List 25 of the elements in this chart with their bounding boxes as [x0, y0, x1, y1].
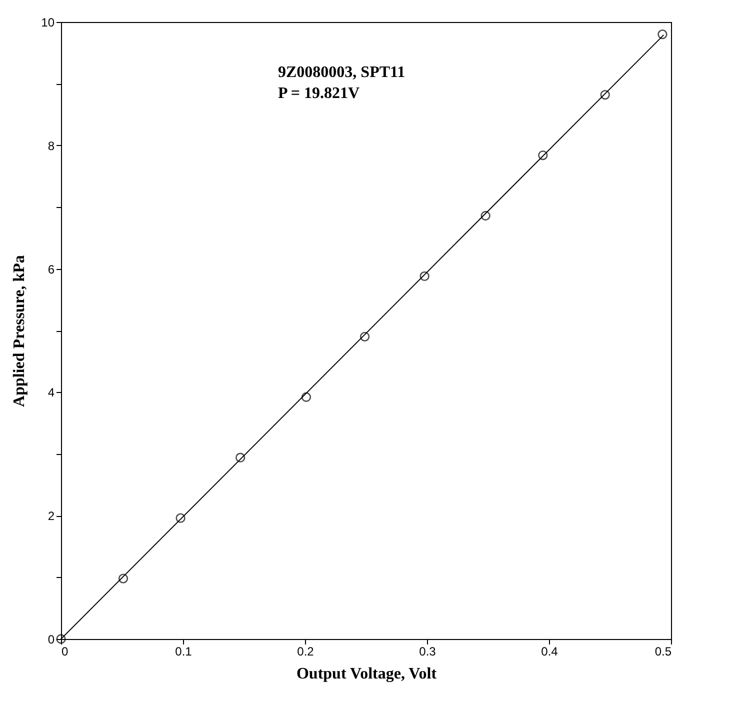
point — [480, 210, 490, 221]
y-tick-label: 0 — [48, 632, 55, 646]
y-axis-title: Applied Pressure, kPa — [11, 255, 28, 407]
point — [176, 513, 186, 523]
point — [360, 332, 370, 342]
point — [600, 90, 610, 100]
annotation: 9Z0080003, SPT11 — [278, 64, 406, 81]
x-axis-title: Output Voltage, Volt — [296, 666, 438, 682]
point — [538, 150, 548, 160]
point — [301, 392, 312, 402]
annotation: P = 19.821V — [278, 85, 360, 102]
x-tick-label: 0.4 — [541, 644, 558, 658]
x-tick-label: 0.5 — [654, 644, 672, 658]
x-tick-label: 0 — [62, 644, 68, 658]
point — [420, 271, 430, 282]
point — [236, 452, 246, 462]
x-tick-label: 0.1 — [175, 644, 192, 658]
y-tick-label: 4 — [48, 386, 55, 400]
y-tick-label: 10 — [41, 16, 55, 30]
y-tick-label: 2 — [48, 509, 55, 524]
y-tick-label: 8 — [48, 138, 55, 153]
y-tick-label: 6 — [48, 262, 55, 276]
point — [118, 574, 128, 584]
x-tick-label: 0.2 — [297, 644, 314, 658]
x-tick-label: 0.3 — [419, 644, 436, 658]
